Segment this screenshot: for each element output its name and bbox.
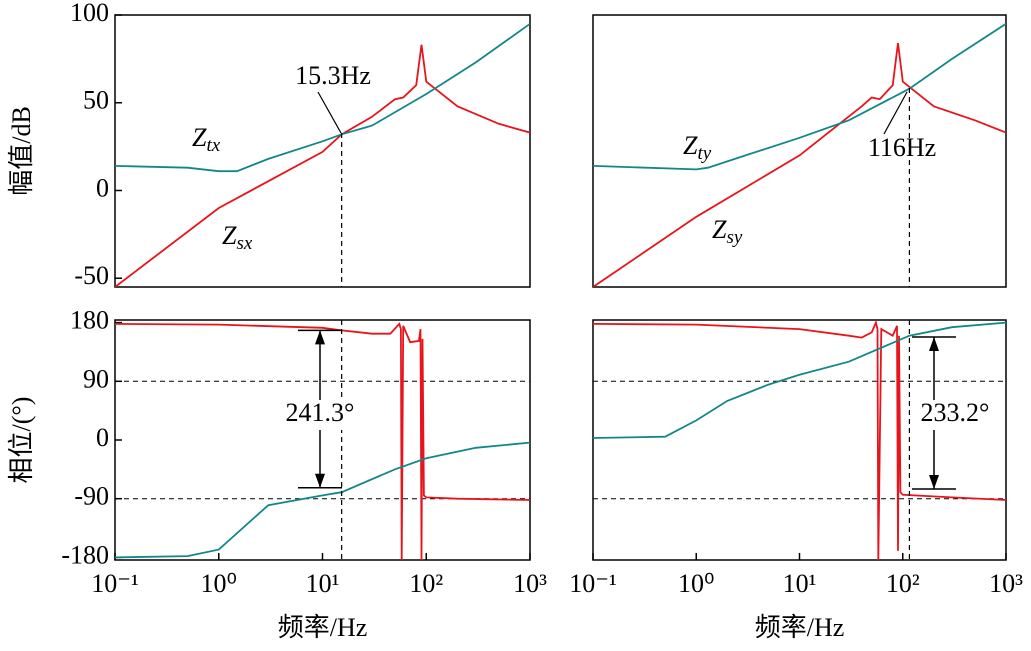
y-axis-label: 幅值/dB bbox=[7, 106, 36, 196]
x-tick-label: 10³ bbox=[989, 569, 1023, 598]
y-axis-label: 相位/(°) bbox=[7, 397, 36, 484]
annotation: 116Hz bbox=[868, 133, 936, 162]
y-tick-label: 0 bbox=[96, 423, 109, 452]
x-tick-label: 10⁻¹ bbox=[569, 569, 617, 598]
y-tick-label: 90 bbox=[83, 364, 109, 393]
x-tick-label: 10⁻¹ bbox=[91, 569, 139, 598]
y-tick-label: -180 bbox=[61, 540, 109, 569]
x-tick-label: 10¹ bbox=[306, 569, 340, 598]
x-tick-label: 10² bbox=[409, 569, 443, 598]
plot-frame bbox=[114, 14, 531, 288]
series-line bbox=[115, 441, 530, 559]
series-line bbox=[593, 321, 1006, 439]
series-line bbox=[593, 23, 1006, 171]
x-tick-label: 10⁰ bbox=[201, 569, 237, 598]
annotation: 233.2° bbox=[921, 398, 990, 427]
x-tick-label: 10¹ bbox=[783, 569, 817, 598]
series-label: Zty bbox=[683, 131, 712, 164]
series-line bbox=[593, 320, 1006, 560]
series-line bbox=[115, 44, 530, 287]
label-bg bbox=[913, 400, 997, 430]
y-tick-label: 0 bbox=[96, 173, 109, 202]
x-tick-label: 10² bbox=[886, 569, 920, 598]
plot-frame bbox=[592, 14, 1007, 288]
series-line bbox=[593, 42, 1006, 287]
annotation: 241.3° bbox=[286, 398, 355, 427]
x-tick-label: 10³ bbox=[513, 569, 547, 598]
plot-frame bbox=[592, 319, 1007, 561]
series-label: Zsy bbox=[712, 215, 743, 248]
x-axis-label: 频率/Hz bbox=[278, 613, 368, 642]
series-label: Zsx bbox=[222, 221, 253, 254]
annotation: 15.3Hz bbox=[295, 61, 371, 90]
plot-frame bbox=[114, 319, 531, 561]
y-tick-label: 180 bbox=[70, 306, 109, 335]
y-tick-label: 100 bbox=[70, 0, 109, 27]
x-axis-label: 频率/Hz bbox=[755, 613, 845, 642]
series-line bbox=[115, 23, 530, 173]
label-bg bbox=[278, 400, 362, 430]
series-label: Ztx bbox=[192, 123, 221, 156]
leader-line bbox=[317, 91, 342, 134]
x-tick-label: 10⁰ bbox=[678, 569, 714, 598]
y-tick-label: 50 bbox=[83, 86, 109, 115]
leader-line bbox=[883, 91, 908, 135]
y-tick-label: -50 bbox=[74, 261, 109, 290]
series-line bbox=[115, 322, 530, 560]
y-tick-label: -90 bbox=[74, 482, 109, 511]
